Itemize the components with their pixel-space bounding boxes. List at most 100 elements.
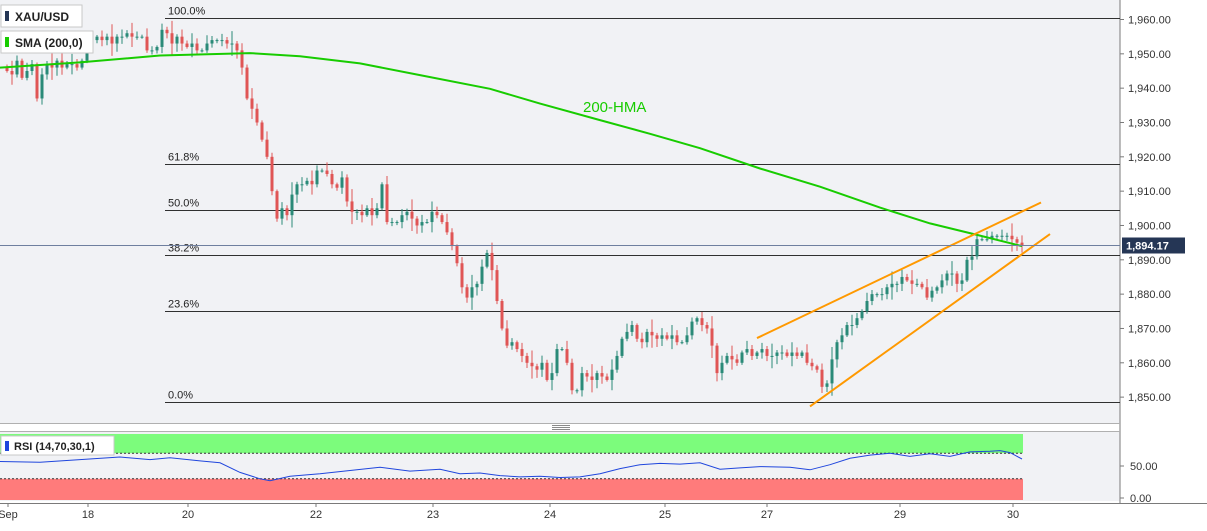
sma-label-box[interactable]: SMA (200,0) [0, 30, 94, 54]
candle-body [410, 211, 414, 219]
time-tick-label-8: 29 [894, 509, 906, 521]
candle-body [400, 215, 404, 223]
candle-body [650, 331, 654, 336]
fib-label-4: 23.6% [168, 299, 199, 311]
candle-body [190, 43, 194, 47]
candle-body [250, 98, 254, 109]
candlesticks [5, 20, 1024, 397]
candle-body [350, 201, 354, 212]
candle-body [525, 355, 529, 363]
candle-body [1020, 242, 1024, 246]
candle-body [795, 352, 799, 356]
candle-body [690, 321, 694, 336]
candle-body [95, 36, 99, 41]
candle-body [480, 266, 484, 284]
candle-body [490, 252, 494, 271]
candle-body [405, 211, 409, 216]
candle-body [140, 36, 144, 38]
candle-body [10, 70, 14, 75]
candle-body [685, 335, 689, 343]
time-tick-label-1: 18 [82, 509, 94, 521]
candle-body [735, 359, 739, 363]
candle-body [740, 352, 744, 363]
candle-body [840, 335, 844, 343]
candle-body [285, 208, 289, 216]
candle-body [515, 342, 519, 350]
candle-body [420, 222, 424, 226]
pane-resize-handle[interactable] [552, 425, 570, 430]
candle-body [365, 208, 369, 216]
candle-body [180, 36, 184, 44]
candle-body [930, 290, 934, 298]
candle-body [755, 352, 759, 356]
hma-label: 200-HMA [583, 99, 646, 116]
time-tick-label-9: 30 [1007, 509, 1019, 521]
candle-body [440, 215, 444, 223]
fib-label-3: 38.2% [168, 243, 199, 255]
candle-body [450, 232, 454, 247]
candle-body [185, 43, 189, 47]
candle-body [160, 29, 164, 47]
candle-body [230, 43, 234, 45]
candle-body [575, 390, 579, 392]
hma-layer: 200-HMA [0, 52, 1023, 248]
time-tick-label-7: 27 [761, 509, 773, 521]
price-tick-label-1: 1,950.00 [1128, 49, 1171, 61]
candle-body [620, 338, 624, 356]
candle-body [165, 29, 169, 34]
candle-body [950, 273, 954, 275]
candle-body [905, 276, 909, 281]
candle-body [815, 366, 819, 370]
price-tick-label-0: 1,960.00 [1128, 15, 1171, 27]
candle-body [625, 331, 629, 339]
symbol-label-box[interactable]: XAU/USD [0, 4, 83, 28]
candle-body [810, 362, 814, 367]
candle-body [745, 349, 749, 353]
candle-body [970, 256, 974, 260]
candle-body [455, 246, 459, 264]
candle-body [945, 273, 949, 281]
fib-label-0: 100.0% [168, 6, 206, 18]
candle-body [560, 349, 564, 351]
candle-body [985, 239, 989, 241]
candle-body [550, 373, 554, 380]
symbol-label-background [0, 4, 83, 28]
price-axis: 1,960.00 1,950.00 1,940.00 1,930.00 1,920.00… [1120, 15, 1171, 404]
candle-body [830, 359, 834, 384]
candle-body [85, 46, 89, 61]
candle-body [245, 67, 249, 99]
candle-body [1010, 235, 1014, 240]
candle-body [720, 362, 724, 374]
candle-body [700, 318, 704, 326]
wedge-lower-line [809, 233, 1051, 408]
candle-body [505, 328, 509, 346]
candle-body [315, 170, 319, 185]
price-pane-background [0, 0, 1120, 423]
candle-body [770, 355, 774, 357]
sma-label-background [0, 30, 94, 54]
rising-wedge [756, 201, 1051, 408]
candle-body [1000, 235, 1004, 237]
candle-body [780, 352, 784, 354]
candle-body [345, 177, 349, 202]
price-tick-label-6: 1,900.00 [1128, 220, 1171, 232]
candle-body [485, 252, 489, 267]
candle-body [390, 222, 394, 224]
candle-body [290, 194, 294, 216]
candle-body [100, 36, 104, 41]
candle-body [1005, 235, 1009, 237]
candle-body [540, 362, 544, 370]
rsi-tick-label-1: 0.00 [1130, 493, 1151, 505]
candle-body [725, 355, 729, 363]
candle-body [995, 235, 999, 237]
price-tick-label-3: 1,930.00 [1128, 117, 1171, 129]
candle-body [585, 373, 589, 377]
candle-body [655, 335, 659, 339]
candle-body [335, 184, 339, 188]
candle-body [920, 283, 924, 288]
candle-body [375, 208, 379, 216]
candle-body [850, 325, 854, 327]
candle-body [105, 36, 109, 41]
price-tick-label-4: 1,920.00 [1128, 152, 1171, 164]
